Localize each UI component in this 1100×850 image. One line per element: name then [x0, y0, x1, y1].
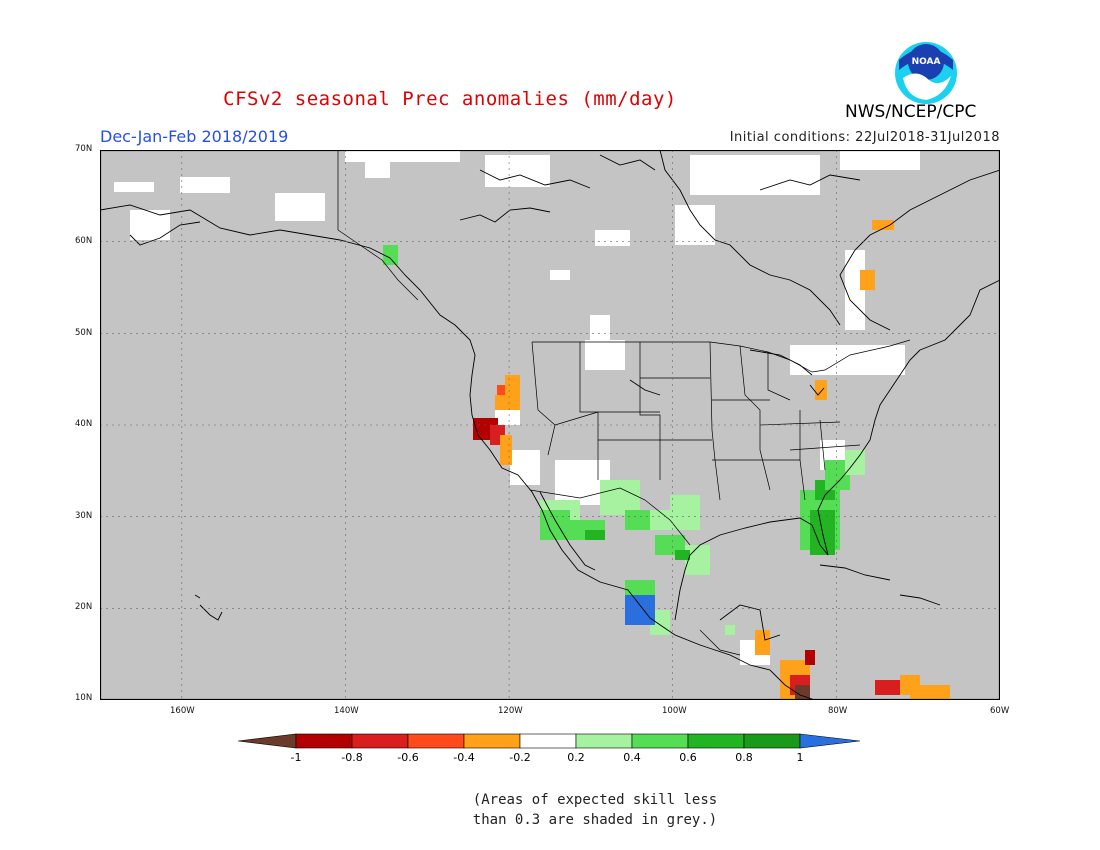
agency-label: NWS/NCEP/CPC	[845, 102, 977, 122]
initial-conditions-label: Initial conditions: 22Jul2018-31Jul2018	[729, 130, 1000, 145]
skill-note: (Areas of expected skill less than 0.3 a…	[0, 790, 1100, 830]
colorbar-label-8: 0.6	[679, 751, 697, 764]
colorbar-swatch-8	[687, 733, 745, 749]
lon-label-100w: 100W	[662, 706, 687, 716]
colorbar-swatch-5	[519, 733, 577, 749]
skill-note-line-1: (Areas of expected skill less	[472, 792, 718, 808]
map-title: CFSv2 seasonal Prec anomalies (mm/day)	[223, 88, 677, 110]
colorbar-label-4: -0.4	[453, 751, 475, 764]
colorbar-label-3: -0.6	[397, 751, 419, 764]
lat-label-30n: 30N	[75, 511, 93, 521]
lon-label-60w: 60W	[990, 706, 1010, 716]
colorbar-label-7: 0.4	[623, 751, 641, 764]
lat-label-70n: 70N	[75, 144, 93, 154]
coastlines	[100, 150, 1000, 700]
colorbar-swatch-9	[743, 733, 801, 749]
lat-label-60n: 60N	[75, 236, 93, 246]
lat-label-40n: 40N	[75, 419, 93, 429]
negative-anomaly-areas	[473, 220, 950, 700]
colorbar-swatch-2	[351, 733, 409, 749]
colorbar-swatch-4	[463, 733, 521, 749]
colorbar-label-1: -1	[290, 751, 302, 764]
colorbar-swatch-1	[295, 733, 353, 749]
colorbar-swatch-10	[799, 733, 861, 749]
lat-label-10n: 10N	[75, 693, 93, 703]
lon-label-160w: 160W	[170, 706, 195, 716]
lat-label-50n: 50N	[75, 328, 93, 338]
political-boundaries	[337, 150, 911, 656]
lon-label-80w: 80W	[828, 706, 848, 716]
colorbar-swatch-0	[238, 733, 297, 749]
colorbar-swatch-3	[407, 733, 465, 749]
strong-positive-area	[625, 595, 655, 625]
lon-label-140w: 140W	[334, 706, 359, 716]
colorbar-label-10: 1	[796, 751, 804, 764]
colorbar-label-9: 0.8	[735, 751, 753, 764]
colorbar	[238, 733, 861, 749]
skill-note-line-2: than 0.3 are shaded in grey.)	[472, 812, 718, 828]
colorbar-label-5: -0.2	[509, 751, 531, 764]
graticule	[100, 150, 1000, 700]
colorbar-label-2: -0.8	[341, 751, 363, 764]
lat-label-20n: 20N	[75, 602, 93, 612]
noaa-logo: NOAA	[895, 42, 957, 104]
season-label: Dec-Jan-Feb 2018/2019	[100, 127, 289, 146]
noaa-logo-text: NOAA	[912, 57, 941, 67]
lon-label-120w: 120W	[498, 706, 523, 716]
precipitation-anomaly-map	[100, 150, 1000, 700]
colorbar-swatch-6	[575, 733, 633, 749]
colorbar-label-6: 0.2	[567, 751, 585, 764]
colorbar-swatch-7	[631, 733, 689, 749]
